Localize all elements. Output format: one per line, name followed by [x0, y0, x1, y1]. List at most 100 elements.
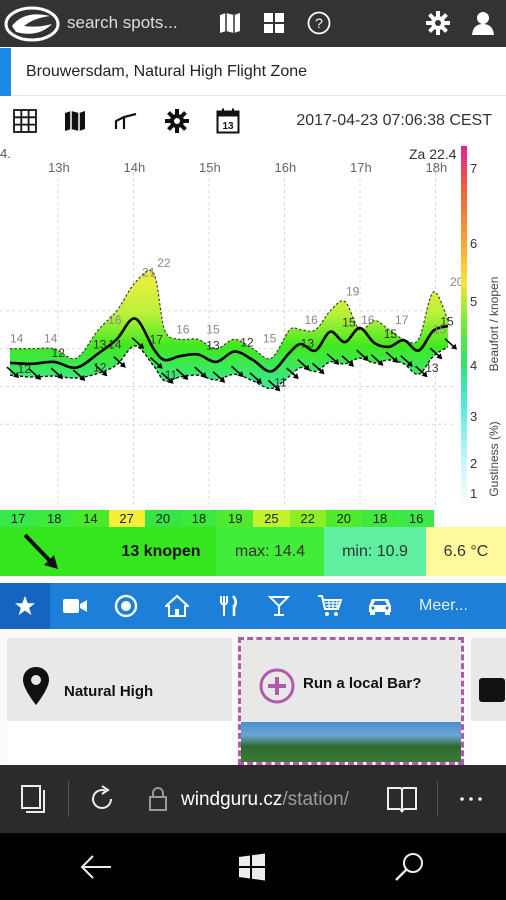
- ad-card-photo: [241, 722, 461, 762]
- beaufort-tick: 2: [470, 456, 477, 471]
- gustiness-axis-label: Gustiness (%): [487, 421, 501, 496]
- direction-arrow: [356, 349, 369, 362]
- lull-label: 11: [274, 375, 287, 389]
- graph-icon[interactable]: [113, 108, 139, 134]
- gust-label: 22: [157, 256, 171, 270]
- gust-label: 19: [346, 284, 360, 298]
- cart-icon[interactable]: [305, 583, 355, 629]
- lull-label: 13: [425, 361, 439, 375]
- gear-icon[interactable]: [425, 10, 451, 36]
- direction-arrow: [113, 356, 126, 368]
- direction-arrow: [50, 367, 64, 380]
- direction-arrow: [212, 371, 226, 383]
- home-icon[interactable]: [152, 583, 202, 629]
- more-link[interactable]: Meer...: [419, 597, 468, 614]
- gust-label: 15: [263, 332, 277, 346]
- search-input[interactable]: search spots...: [67, 13, 178, 32]
- more-options-icon[interactable]: [455, 783, 487, 815]
- chart-areas: [10, 270, 448, 389]
- spot-cards: Natural High Run a local Bar?: [0, 629, 506, 765]
- wind-max: max: 14.4: [216, 527, 324, 576]
- partial-card[interactable]: [471, 638, 506, 765]
- beaufort-color-bar: [461, 146, 467, 506]
- address-bar[interactable]: windguru.cz/station/: [181, 789, 349, 811]
- gust-label: 16: [304, 313, 318, 327]
- strip-cell: 20: [325, 510, 362, 527]
- table-icon[interactable]: [12, 108, 38, 134]
- cocktail-icon[interactable]: [254, 583, 304, 629]
- spot-card-header: Natural High: [7, 638, 232, 721]
- average-label: 12: [52, 346, 66, 360]
- direction-arrow: [131, 337, 145, 349]
- gust-label: 15: [433, 322, 447, 336]
- help-icon[interactable]: ?: [306, 10, 332, 36]
- windows-icon[interactable]: [234, 849, 270, 885]
- wind-direction-arrows: [6, 337, 457, 392]
- video-icon[interactable]: [50, 583, 100, 629]
- strip-cell: 19: [217, 510, 254, 527]
- direction-arrow: [385, 351, 399, 364]
- chart-lines: [9, 269, 449, 390]
- spot-card-title: Natural High: [64, 683, 154, 700]
- strip-cell: 17: [0, 510, 37, 527]
- direction-arrow: [444, 338, 457, 350]
- ad-card[interactable]: Run a local Bar?: [238, 637, 464, 765]
- lull-label: 12: [93, 360, 107, 374]
- datetime-label: 2017-04-23 07:06:38 CEST: [296, 112, 492, 129]
- average-label: 15: [440, 315, 454, 329]
- url-domain: windguru.cz: [181, 789, 283, 810]
- map-icon[interactable]: [217, 10, 243, 36]
- card-icon: [479, 678, 505, 702]
- calendar-icon[interactable]: 13: [215, 108, 241, 134]
- grid-icon[interactable]: [261, 10, 287, 36]
- direction-arrow: [150, 357, 163, 369]
- direction-arrow: [370, 354, 384, 366]
- chart-x-ticks: 13h 14h 15h 16h 17h 18h: [48, 160, 447, 175]
- spot-card[interactable]: Natural High: [7, 638, 232, 765]
- beaufort-tick: 4: [470, 358, 477, 373]
- map-view-icon[interactable]: [62, 108, 88, 134]
- strip-cell: 14: [72, 510, 109, 527]
- gust-label: 16: [108, 313, 122, 327]
- wind-min: min: 10.9: [324, 527, 426, 576]
- tabs-icon[interactable]: [17, 783, 49, 815]
- reading-view-icon[interactable]: [386, 783, 418, 815]
- strip-cell: 16: [398, 510, 435, 527]
- windguru-logo[interactable]: [4, 4, 60, 44]
- gust-label: 16: [176, 322, 190, 336]
- browser-separator: [437, 781, 438, 817]
- direction-arrow: [311, 362, 325, 375]
- gust-label: 16: [361, 313, 375, 327]
- direction-arrow: [175, 368, 189, 381]
- settings-icon[interactable]: [164, 108, 190, 134]
- x-tick-label: 13h: [48, 160, 70, 175]
- chart-toolbar: 13 2017-04-23 07:06:38 CEST: [0, 96, 506, 144]
- target-icon[interactable]: [101, 583, 151, 629]
- x-tick-label: 14h: [124, 160, 146, 175]
- direction-arrow: [267, 379, 281, 392]
- gust-label: 17: [395, 313, 409, 327]
- direction-arrow: [28, 368, 42, 381]
- gust-label: 20: [450, 275, 464, 289]
- beaufort-tick: 7: [470, 161, 477, 176]
- refresh-icon[interactable]: [86, 783, 118, 815]
- gust-label: 21: [142, 266, 156, 280]
- car-icon[interactable]: [355, 583, 405, 629]
- strip-cell: 22: [289, 510, 326, 527]
- back-icon[interactable]: [78, 849, 114, 885]
- location-bar: Brouwersdam, Natural High Flight Zone: [0, 48, 506, 96]
- direction-arrow: [6, 366, 19, 379]
- x-tick-label: 16h: [275, 160, 297, 175]
- location-title[interactable]: Brouwersdam, Natural High Flight Zone: [26, 63, 308, 80]
- strip-cell: 18: [36, 510, 73, 527]
- search-icon[interactable]: [392, 849, 428, 885]
- svg-text:?: ?: [315, 15, 323, 31]
- restaurant-icon[interactable]: [203, 583, 253, 629]
- lock-icon: [142, 783, 174, 815]
- direction-arrow: [400, 355, 413, 367]
- direction-arrow: [194, 366, 207, 379]
- star-icon[interactable]: [0, 583, 50, 629]
- gust-line: [10, 269, 449, 360]
- user-icon[interactable]: [470, 10, 496, 36]
